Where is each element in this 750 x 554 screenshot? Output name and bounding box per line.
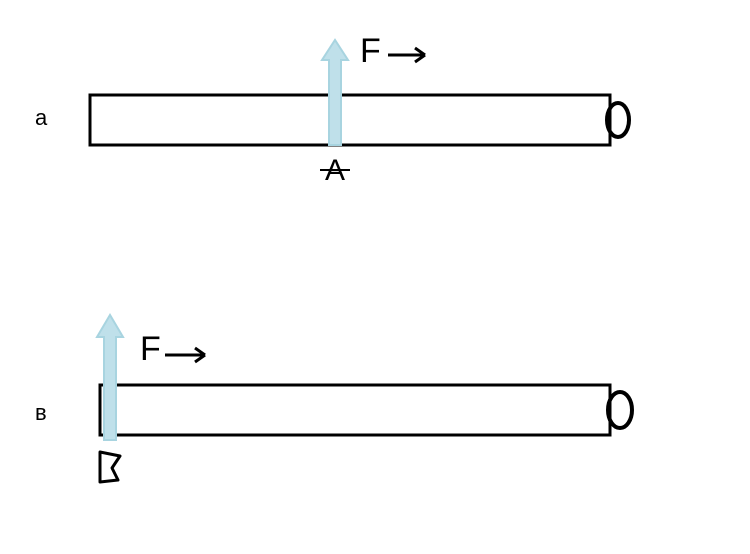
diagram-a: a F A xyxy=(35,32,629,187)
point-label-a: A xyxy=(320,154,350,187)
force-arrow-up-a xyxy=(322,40,348,145)
pivot-o-b xyxy=(608,392,632,428)
diagram-canvas: a F A в F xyxy=(0,0,750,554)
force-label-b: F xyxy=(140,330,161,368)
label-b: в xyxy=(35,400,47,425)
point-label-b xyxy=(100,452,120,482)
bar-b xyxy=(100,385,610,435)
force-direction-arrow-b xyxy=(165,348,205,362)
force-direction-arrow-a xyxy=(388,48,425,62)
force-label-a: F xyxy=(360,32,381,70)
diagram-b: в F xyxy=(35,315,632,482)
bar-a xyxy=(90,95,610,145)
label-a: a xyxy=(35,105,48,130)
